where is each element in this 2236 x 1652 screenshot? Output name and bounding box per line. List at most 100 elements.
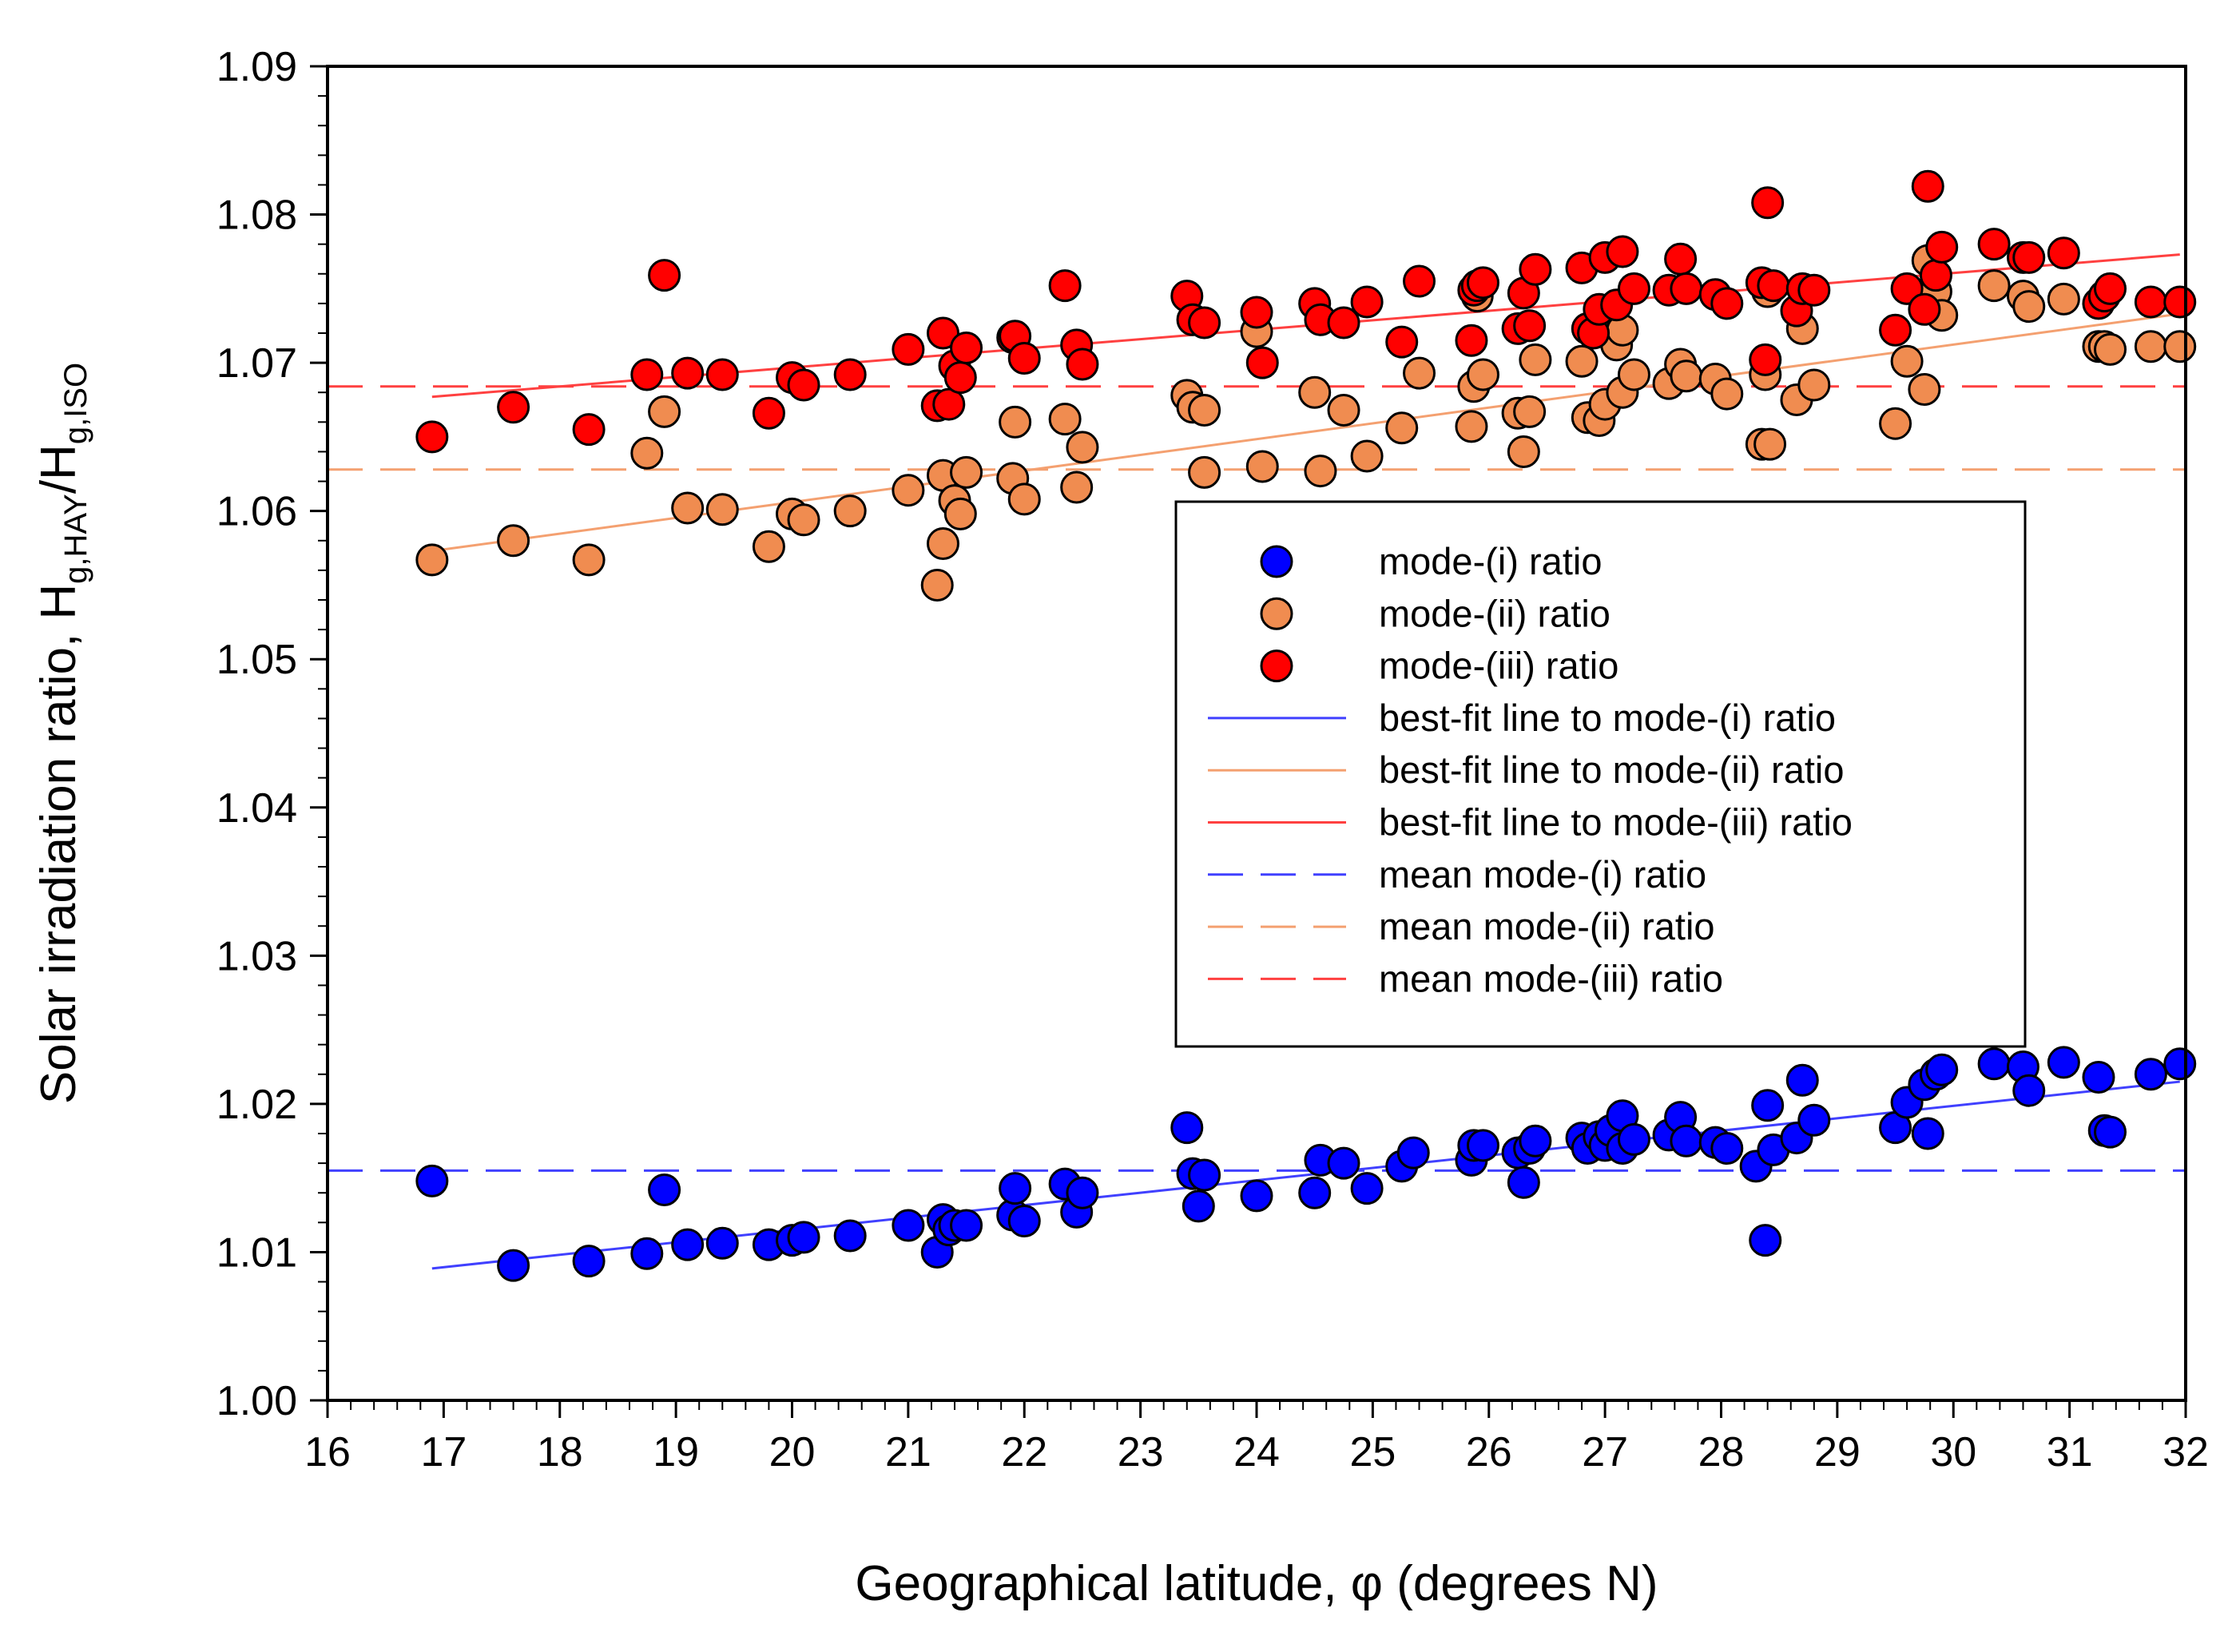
data-point bbox=[1797, 1103, 1831, 1137]
legend-label: best-fit line to mode-(i) ratio bbox=[1379, 697, 1836, 739]
data-point bbox=[950, 332, 983, 365]
x-tick-label: 26 bbox=[1466, 1429, 1512, 1475]
data-point bbox=[787, 368, 820, 402]
y-tick-label: 1.09 bbox=[216, 44, 297, 90]
data-point bbox=[1327, 306, 1360, 340]
data-point bbox=[1188, 306, 1221, 340]
data-point bbox=[705, 358, 739, 391]
data-point bbox=[1048, 403, 1082, 436]
data-point bbox=[1710, 377, 1744, 411]
data-point bbox=[1350, 439, 1384, 473]
data-point bbox=[1507, 1166, 1540, 1199]
data-point bbox=[572, 1245, 606, 1278]
data-point bbox=[1664, 242, 1698, 276]
legend-label: mean mode-(i) ratio bbox=[1379, 853, 1706, 895]
data-point bbox=[926, 316, 959, 350]
data-point bbox=[1304, 455, 1337, 488]
data-point bbox=[1977, 269, 2011, 303]
y-tick-label: 1.04 bbox=[216, 785, 297, 832]
data-point bbox=[1565, 344, 1599, 378]
data-point bbox=[1890, 344, 1924, 378]
y-tick-label: 1.00 bbox=[216, 1378, 297, 1424]
data-point bbox=[1466, 266, 1499, 300]
data-point bbox=[1188, 393, 1221, 427]
data-point bbox=[1911, 169, 1944, 203]
data-point bbox=[1327, 1146, 1360, 1180]
data-point bbox=[2163, 285, 2197, 319]
legend-box bbox=[1174, 500, 2027, 1048]
x-tick-label: 25 bbox=[1349, 1429, 1396, 1475]
data-point bbox=[950, 1209, 983, 1242]
legend-label: best-fit line to mode-(iii) ratio bbox=[1379, 801, 1853, 844]
data-point bbox=[1919, 259, 1952, 292]
data-point bbox=[1785, 1063, 1819, 1097]
data-point bbox=[1977, 228, 2011, 261]
data-point bbox=[1240, 296, 1273, 329]
y-tick-label: 1.06 bbox=[216, 489, 297, 535]
data-point bbox=[1519, 252, 1552, 286]
data-point bbox=[1396, 1136, 1430, 1170]
data-point bbox=[1066, 431, 1099, 464]
data-point bbox=[999, 405, 1032, 439]
x-tick-label: 20 bbox=[769, 1429, 816, 1475]
data-point bbox=[2094, 1115, 2127, 1149]
legend-label: best-fit line to mode-(ii) ratio bbox=[1379, 749, 1844, 791]
data-point bbox=[1606, 235, 1639, 268]
data-points bbox=[415, 169, 2197, 1282]
data-point bbox=[1977, 1047, 2011, 1081]
x-tick-label: 23 bbox=[1118, 1429, 1164, 1475]
data-point bbox=[1350, 1172, 1384, 1205]
data-point bbox=[1879, 313, 1912, 347]
legend-label: mean mode-(ii) ratio bbox=[1379, 905, 1715, 947]
y-axis-title: Solar irradiation ratio, Hg,HAY/Hg,ISO bbox=[31, 363, 93, 1104]
data-point bbox=[1455, 324, 1488, 357]
data-point bbox=[1403, 356, 1436, 390]
data-point bbox=[648, 395, 681, 428]
y-axis-title-main: Solar irradiation ratio, H bbox=[31, 584, 86, 1104]
data-point bbox=[1670, 1124, 1703, 1158]
legend: mode-(i) ratio mode-(ii) ratio mode-(iii) … bbox=[1174, 500, 2027, 1048]
x-tick-label: 22 bbox=[1001, 1429, 1047, 1475]
y-tick-label: 1.03 bbox=[216, 933, 297, 979]
data-point bbox=[1513, 395, 1547, 428]
data-point bbox=[2094, 272, 2127, 305]
data-point bbox=[1245, 346, 1279, 379]
data-point bbox=[892, 474, 925, 507]
data-point bbox=[572, 543, 606, 577]
y-tick-label: 1.08 bbox=[216, 193, 297, 239]
data-point bbox=[1466, 1129, 1499, 1162]
data-point bbox=[630, 436, 664, 470]
data-point bbox=[630, 1237, 664, 1270]
y-tick-label: 1.02 bbox=[216, 1082, 297, 1128]
data-point bbox=[1753, 427, 1787, 461]
data-point bbox=[671, 356, 705, 390]
legend-marker bbox=[1260, 597, 1293, 630]
data-point bbox=[2134, 285, 2167, 319]
data-point bbox=[648, 259, 681, 292]
x-tick-label: 24 bbox=[1233, 1429, 1280, 1475]
data-point bbox=[1751, 1089, 1785, 1122]
data-point bbox=[1670, 272, 1703, 305]
data-point bbox=[1455, 410, 1488, 443]
data-point bbox=[630, 358, 664, 391]
data-point bbox=[1350, 285, 1384, 319]
data-point bbox=[2134, 1058, 2167, 1091]
data-point bbox=[1749, 343, 1782, 376]
data-point bbox=[1188, 455, 1221, 489]
data-point bbox=[1908, 373, 1941, 407]
data-point bbox=[892, 1209, 925, 1242]
data-point bbox=[2047, 1046, 2080, 1079]
data-point bbox=[497, 1249, 530, 1282]
data-point bbox=[2094, 332, 2127, 366]
x-tick-label: 29 bbox=[1814, 1429, 1861, 1475]
x-tick-label: 28 bbox=[1698, 1429, 1745, 1475]
data-point bbox=[1385, 325, 1419, 359]
data-point bbox=[1710, 1132, 1744, 1166]
data-point bbox=[1908, 292, 1941, 326]
data-point bbox=[648, 1173, 681, 1207]
y-tick-label: 1.05 bbox=[216, 637, 297, 683]
data-point bbox=[2134, 330, 2167, 363]
data-point bbox=[1890, 272, 1924, 305]
data-point bbox=[1327, 393, 1360, 427]
